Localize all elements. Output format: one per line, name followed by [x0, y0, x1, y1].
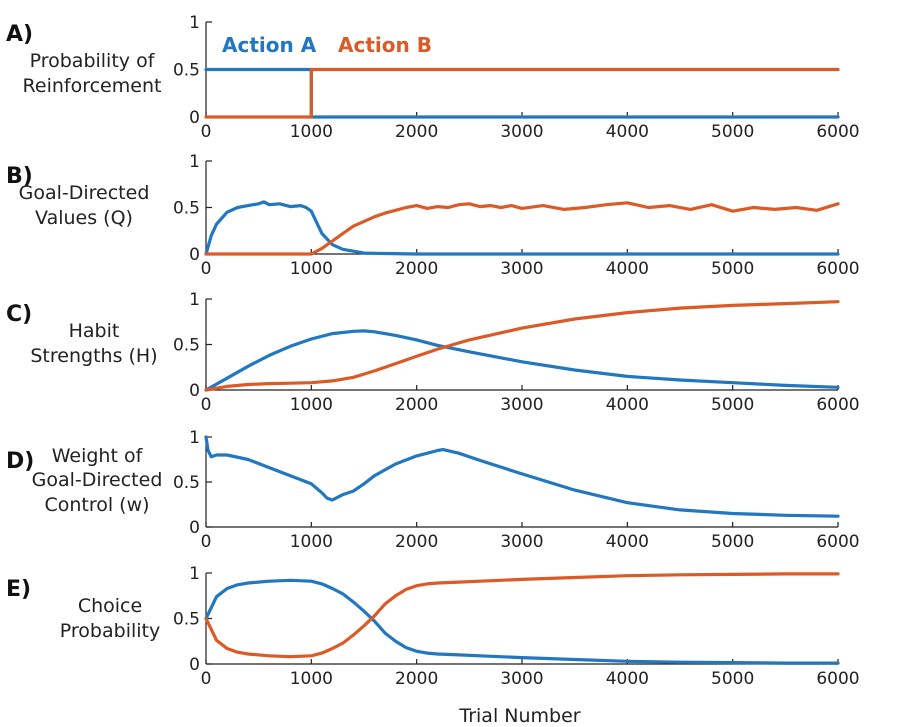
panel-b-xtick-label: 3000 [500, 259, 543, 279]
panel-a-xtick-label: 1000 [290, 122, 333, 142]
panel-c-ylabel-line: Habit [69, 320, 120, 342]
panel-b: B)Goal-Directed Values (Q) 0 0.5 1 0 1000 2000 3… [6, 152, 860, 279]
panel-c-xtick-label: 0 [201, 395, 212, 415]
panel-d-ytick-label: 1 [189, 428, 200, 448]
panel-b-ytick-label: 0.5 [173, 199, 200, 219]
panel-a-letter: A) [6, 22, 33, 47]
panel-d-xtick-label: 2000 [395, 532, 438, 552]
panel-a-xtick-label: 5000 [711, 122, 754, 142]
panel-e-xtick-label: 0 [201, 669, 212, 689]
panel-c-xtick-label: 4000 [606, 395, 649, 415]
panel-c: C) Habit Strengths (H) 0 0.5 1 0 1000 2000 3000 40… [6, 290, 860, 415]
panel-a-ytick-label: 0 [189, 108, 200, 128]
panel-e-ytick-label: 0.5 [173, 610, 200, 630]
panel-c-xtick-label: 1000 [290, 395, 333, 415]
panel-b-xtick-label: 4000 [606, 259, 649, 279]
panel-e-ytick-label: 1 [189, 564, 200, 584]
panel-b-xtick-label: 6000 [816, 259, 859, 279]
panel-a-xtick-label: 4000 [606, 122, 649, 142]
legend-action-b: Action B [338, 33, 432, 57]
panel-d-xtick-label: 6000 [816, 532, 859, 552]
panel-c-series-action-b [204, 300, 840, 392]
panel-a-xtick-label: 6000 [816, 122, 859, 142]
panel-b-ylabel-line: Goal-Directed [19, 182, 150, 204]
panel-b-ytick-label: 1 [189, 152, 200, 172]
panel-e-letter: E) [6, 577, 31, 602]
panel-a-xtick-label: 2000 [395, 122, 438, 142]
panel-c-ytick-label: 1 [189, 290, 200, 310]
legend-action-a: Action A [222, 33, 317, 57]
panel-b-ytick-label: 0 [189, 245, 200, 265]
panel-a-series-action-a [204, 67, 840, 119]
panel-e-xtick-label: 5000 [711, 669, 754, 689]
panel-b-xtick-label: 5000 [711, 259, 754, 279]
panel-e-series-action-b [204, 572, 840, 659]
panel-d-xtick-label: 4000 [606, 532, 649, 552]
x-axis-label: Trial Number [458, 705, 580, 727]
panel-c-xtick-label: 6000 [816, 395, 859, 415]
panel-e-ylabel-line: Probability [60, 620, 160, 642]
panel-c-ylabel-line: Strengths (H) [30, 345, 157, 367]
panel-b-xtick-label: 2000 [395, 259, 438, 279]
panel-a-xtick-label: 0 [201, 122, 212, 142]
panel-c-xtick-label: 2000 [395, 395, 438, 415]
panel-d-ylabel-line: Control (w) [44, 494, 149, 516]
panel-d-xtick-label: 0 [201, 532, 212, 552]
panel-a-ylabel-line: Probability of [30, 50, 156, 72]
panel-b-letter: B) [6, 164, 33, 189]
panel-d-ytick-label: 0.5 [173, 473, 200, 493]
panel-e-xtick-label: 2000 [395, 669, 438, 689]
panel-d-ytick-label: 0 [189, 518, 200, 538]
panel-c-ytick-label: 0.5 [173, 336, 200, 356]
panel-c-xtick-label: 5000 [711, 395, 754, 415]
panel-b-ylabel-line: Values (Q) [35, 207, 133, 229]
panel-e: E) Choice Probability 0 0.5 1 0 1000 2000 3000 400… [6, 564, 860, 689]
panel-c-letter: C) [6, 302, 32, 327]
panel-c-ytick-label: 0 [189, 381, 200, 401]
panel-b-series-action-b [204, 201, 840, 256]
panel-e-ytick-label: 0 [189, 655, 200, 675]
panel-d-letter: D) [6, 449, 34, 474]
panel-d-xtick-label: 3000 [500, 532, 543, 552]
panel-a-series-action-b [204, 67, 840, 119]
panel-d-xtick-label: 1000 [290, 532, 333, 552]
panel-a: A) Probability of Reinforcement 0 0.5 1 0 1000 2… [6, 13, 860, 142]
panel-d-xtick-label: 5000 [711, 532, 754, 552]
panel-e-series-action-a [204, 578, 840, 665]
panel-d-ylabel-line: Weight of [52, 445, 144, 467]
panel-c-xtick-label: 3000 [500, 395, 543, 415]
panel-d-ylabel-line: Goal-Directed [32, 469, 163, 491]
panel-b-series-action-a [204, 200, 840, 256]
panel-b-xtick-label: 0 [201, 259, 212, 279]
panel-a-ytick-label: 0.5 [173, 61, 200, 81]
panel-b-xtick-label: 1000 [290, 259, 333, 279]
panel-e-xtick-label: 1000 [290, 669, 333, 689]
panel-a-ytick-label: 1 [189, 13, 200, 33]
panel-d-series-action-a [204, 435, 840, 518]
panel-e-xtick-label: 6000 [816, 669, 859, 689]
panel-a-xtick-label: 3000 [500, 122, 543, 142]
panel-a-ylabel-line: Reinforcement [23, 75, 162, 97]
panel-e-xtick-label: 3000 [500, 669, 543, 689]
panel-e-ylabel-line: Choice [78, 595, 142, 617]
panel-e-xtick-label: 4000 [606, 669, 649, 689]
panel-c-series-action-a [204, 329, 840, 392]
